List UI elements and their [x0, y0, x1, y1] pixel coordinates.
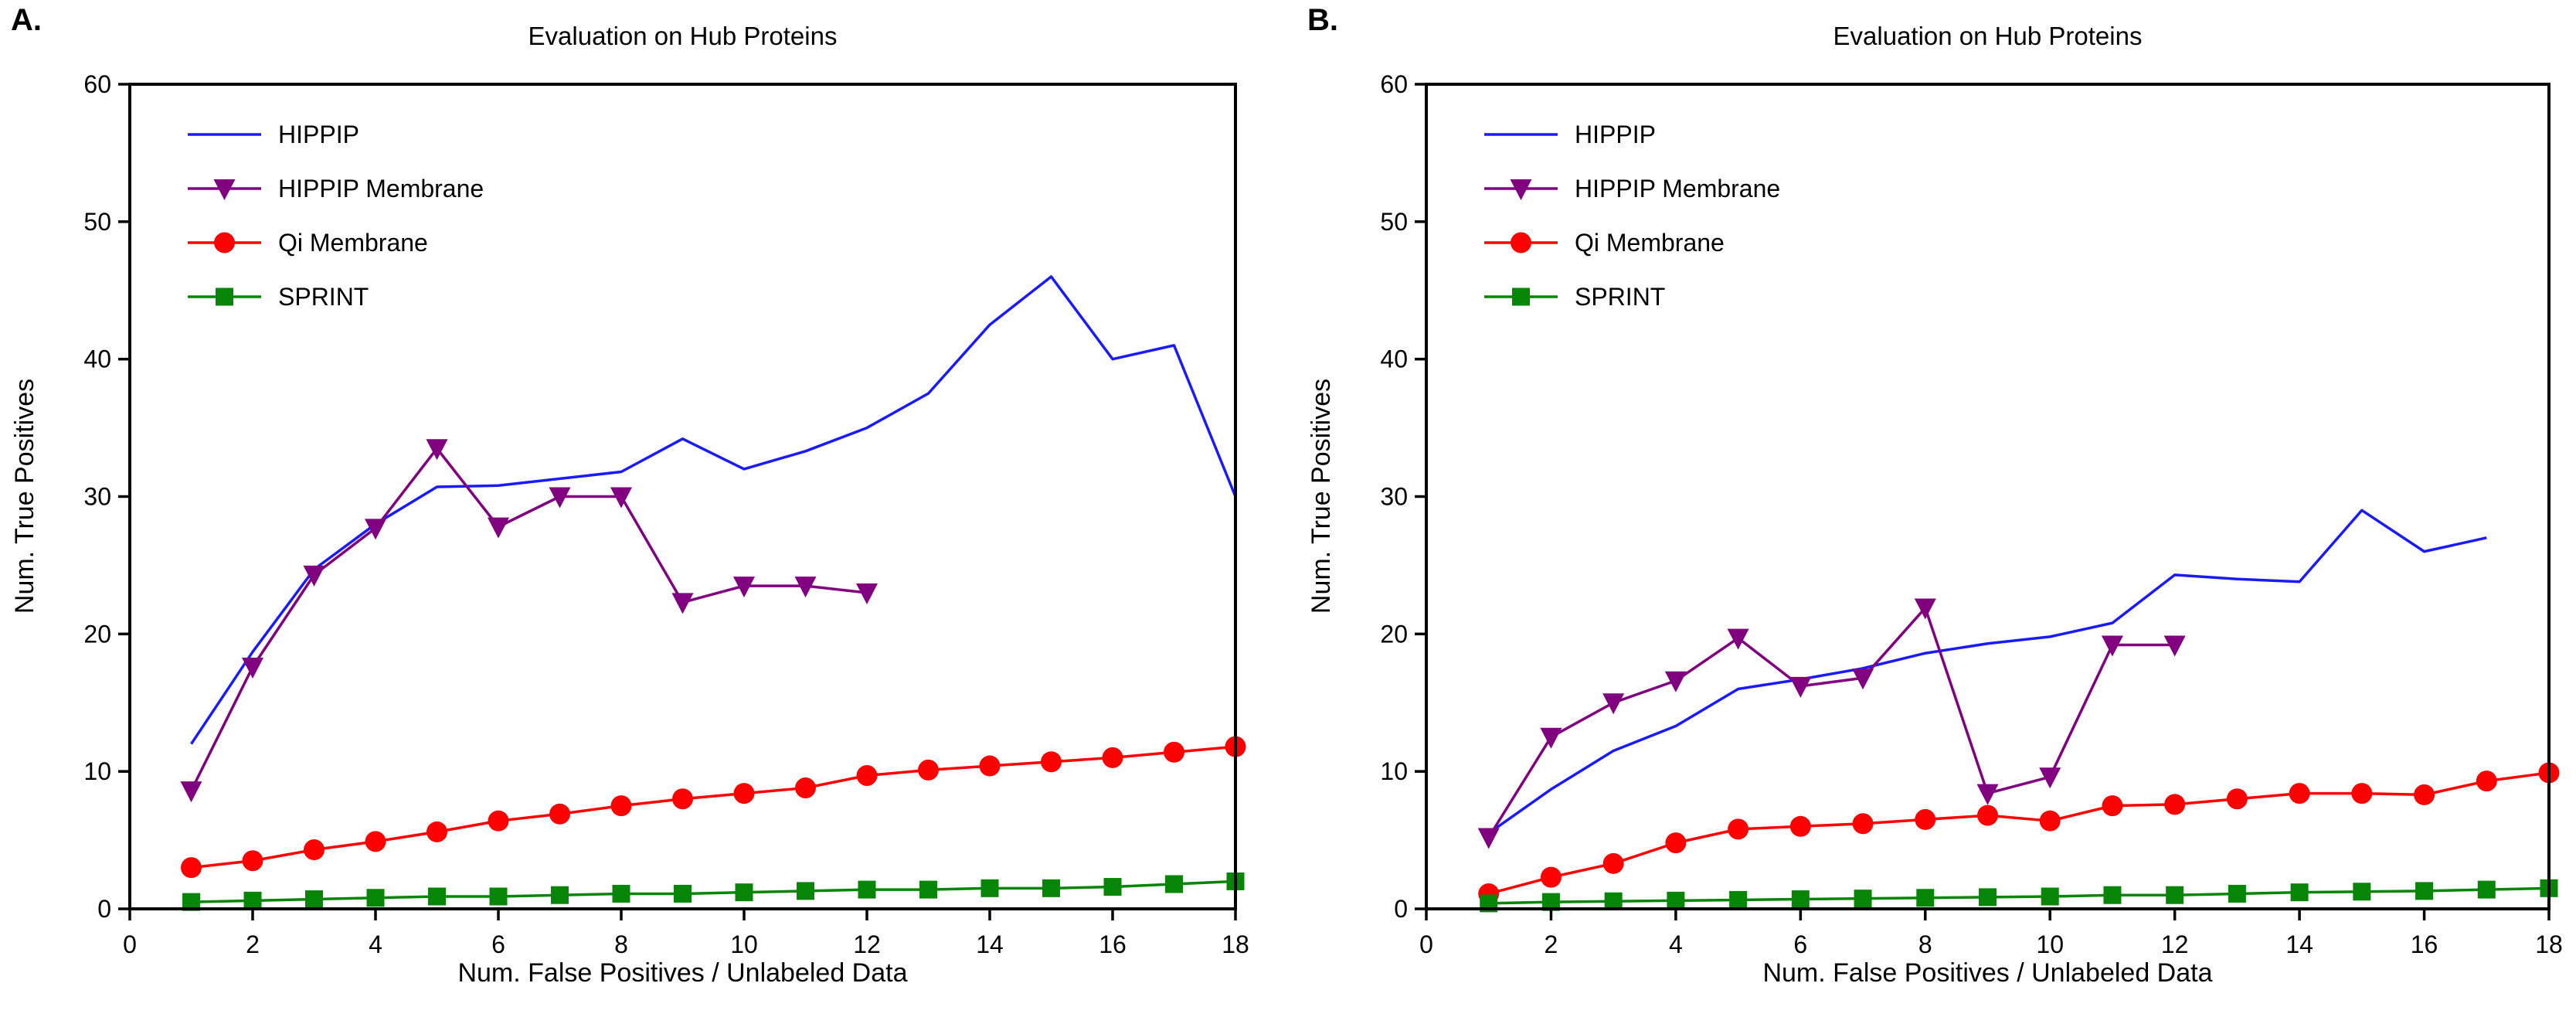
y-tick-label: 20: [1380, 620, 1408, 648]
y-tick-label: 50: [1380, 208, 1408, 236]
x-tick-label: 10: [730, 930, 758, 958]
x-tick-label: 4: [369, 930, 382, 958]
panel-b-xaxis-label: Num. False Positives / Unlabeled Data: [1762, 958, 2213, 988]
legend: HIPPIP HIPPIP Membrane Qi Membrane SPRINT: [1484, 121, 1780, 311]
x-tick-label: 18: [1222, 930, 1249, 958]
axes: 0 2 4 6 8 10 12 14 16 18 0 10 20 30 40 50 60: [83, 70, 1249, 958]
panel-a-yaxis-label: Num. True Positives: [10, 378, 39, 614]
x-tick-label: 10: [2036, 930, 2064, 958]
series-hippip: [190, 275, 1237, 745]
legend-label-hippip: HIPPIP: [278, 121, 359, 148]
x-tick-label: 12: [2161, 930, 2189, 958]
panel-b-yaxis-label: Num. True Positives: [1307, 378, 1336, 614]
series-hippip-membrane: [180, 439, 878, 803]
y-tick-label: 0: [1394, 895, 1408, 923]
series-sprint: [182, 872, 1245, 911]
panel-a-plot: 0 2 4 6 8 10 12 14 16 180102030405060HIPPIPHIPPIP…: [83, 70, 1249, 958]
x-tick-label: 8: [1918, 930, 1932, 958]
y-tick-label: 60: [1380, 70, 1408, 98]
y-tick-label: 50: [83, 208, 111, 236]
panel-b-plot: 0 2 4 6 8 10 12 14 16 180102030405060HIPPIPHIPPIP…: [1380, 70, 2562, 958]
y-tick-label: 20: [83, 620, 111, 648]
x-tick-label: 2: [1545, 930, 1558, 958]
panel-a-label: A.: [11, 3, 42, 37]
series-qi-membrane: [1478, 762, 2560, 904]
legend-label-qi-membrane: Qi Membrane: [278, 229, 428, 257]
x-tick-label: 16: [1099, 930, 1127, 958]
y-tick-label: 60: [83, 70, 111, 98]
series-hippip-membrane: [1477, 598, 2186, 849]
panel-a-title: Evaluation on Hub Proteins: [528, 22, 838, 50]
x-tick-label: 6: [491, 930, 505, 958]
legend-label-hippip-membrane: HIPPIP Membrane: [278, 175, 484, 202]
legend-label-hippip-membrane: HIPPIP Membrane: [1575, 175, 1780, 202]
x-tick-label: 16: [2411, 930, 2438, 958]
panel-b-label: B.: [1307, 3, 1338, 37]
y-tick-label: 40: [1380, 345, 1408, 373]
legend-label-sprint: SPRINT: [278, 283, 369, 311]
x-tick-label: 12: [853, 930, 881, 958]
x-tick-label: 14: [2285, 930, 2313, 958]
y-tick-label: 0: [97, 895, 111, 923]
x-tick-label: 18: [2535, 930, 2563, 958]
panel-b-title: Evaluation on Hub Proteins: [1833, 22, 2143, 50]
x-tick-label: 2: [246, 930, 260, 958]
series-hippip: [1487, 509, 2487, 835]
legend-label-hippip: HIPPIP: [1575, 121, 1656, 148]
x-tick-label: 4: [1669, 930, 1683, 958]
y-tick-label: 40: [83, 345, 111, 373]
y-tick-label: 30: [83, 483, 111, 511]
y-tick-label: 30: [1380, 483, 1408, 511]
axes: 0 2 4 6 8 10 12 14 16 18 0 10 20 30 40 50 60: [1380, 70, 2562, 958]
x-tick-label: 14: [976, 930, 1004, 958]
y-tick-label: 10: [1380, 757, 1408, 785]
x-tick-label: 0: [1419, 930, 1433, 958]
x-tick-label: 6: [1793, 930, 1807, 958]
panel-a-xaxis-label: Num. False Positives / Unlabeled Data: [457, 958, 908, 988]
legend: HIPPIP HIPPIP Membrane Qi Membrane SPRINT: [188, 121, 484, 311]
x-tick-label: 8: [614, 930, 628, 958]
legend-label-sprint: SPRINT: [1575, 283, 1665, 311]
y-tick-label: 10: [83, 757, 111, 785]
x-tick-label: 0: [123, 930, 137, 958]
series-qi-membrane: [181, 736, 1246, 879]
legend-label-qi-membrane: Qi Membrane: [1575, 229, 1725, 257]
